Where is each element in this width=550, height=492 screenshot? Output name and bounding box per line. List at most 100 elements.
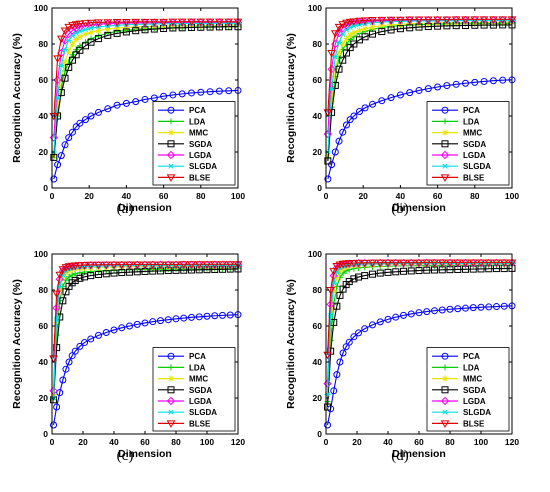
data-point-mmc: [188, 263, 195, 270]
data-point-lda: [88, 35, 95, 42]
legend-marker: [441, 352, 449, 360]
data-point-blse: [187, 18, 196, 27]
chart-panel-4: 0 20 40 60 80 100 120 0 20 40 60 80 100 Dimension Reco…: [285, 249, 519, 464]
data-point-pca: [65, 358, 73, 366]
data-point-blse: [225, 261, 235, 269]
legend-marker: [442, 118, 448, 125]
data-point-mmc: [88, 29, 95, 36]
legend-entry-lda: LDA: [432, 363, 480, 372]
data-point-blse: [414, 259, 424, 268]
data-point-sgda: [104, 31, 112, 39]
data-point-blse: [177, 18, 187, 27]
legend-entry-pca: PCA: [432, 106, 480, 115]
data-point-sgda: [350, 275, 358, 283]
data-point-blse: [117, 261, 127, 270]
x-axis-label: Dimension: [392, 448, 446, 460]
data-point-slgda: [336, 39, 343, 45]
data-point-blse: [492, 259, 501, 267]
x-axis-label: Dimension: [118, 202, 172, 214]
data-point-sgda: [113, 29, 121, 37]
x-tick-label: 100: [505, 191, 519, 201]
legend-marker: [440, 150, 450, 160]
data-point-blse: [377, 16, 387, 25]
data-point-pca: [169, 91, 177, 99]
data-point-blse: [329, 268, 339, 276]
data-point-mmc: [165, 263, 172, 270]
data-point-sgda: [392, 268, 400, 276]
data-point-mmc: [339, 41, 346, 47]
data-point-pca: [62, 365, 70, 373]
legend-entry-pca: PCA: [158, 352, 206, 361]
legend-label: PCA: [189, 352, 206, 361]
axes-frame: [51, 7, 239, 189]
data-point-sgda: [376, 269, 384, 277]
data-point-sgda: [350, 40, 358, 48]
legend-marker: [440, 174, 450, 182]
data-point-mmc: [423, 261, 430, 268]
data-point-blse: [122, 19, 131, 27]
data-point-pca: [172, 315, 180, 323]
data-point-blse: [60, 27, 70, 35]
data-point-blse: [148, 261, 158, 269]
data-point-mmc: [369, 261, 376, 268]
data-point-sgda: [76, 274, 84, 282]
legend: PCA LDA MMC SGDA LGDA SLGDA BLSE: [426, 347, 510, 432]
data-point-sgda: [369, 30, 376, 38]
data-point-mmc: [347, 32, 354, 38]
data-point-lgda: [68, 26, 77, 35]
data-point-sgda: [203, 266, 211, 274]
legend-label: SLGDA: [189, 162, 217, 171]
data-point-pca: [331, 148, 339, 156]
data-point-blse: [125, 261, 134, 269]
data-point-mmc: [336, 268, 343, 275]
data-point-pca: [226, 311, 234, 319]
data-point-blse: [360, 259, 370, 268]
data-point-blse: [75, 20, 85, 29]
x-tick-label: 40: [122, 191, 132, 201]
data-point-pca: [68, 128, 76, 136]
data-point-slgda: [54, 95, 61, 101]
data-point-pca: [378, 97, 386, 105]
data-point-blse: [383, 259, 393, 268]
legend-entry-sgda: SGDA: [432, 386, 486, 395]
legend-entry-pca: PCA: [432, 352, 480, 361]
series-line-pca: [327, 305, 513, 426]
series-pca: [50, 86, 242, 183]
data-point-slgda: [62, 46, 69, 52]
data-point-mmc: [82, 31, 89, 38]
data-point-blse: [196, 18, 206, 27]
data-point-blse: [360, 17, 370, 25]
data-point-mmc: [328, 98, 335, 105]
data-point-pca: [324, 421, 332, 429]
data-point-pca: [493, 303, 500, 311]
data-point-blse: [499, 259, 509, 267]
data-point-mmc: [355, 262, 362, 269]
data-point-pca: [50, 421, 58, 429]
series-pca: [324, 76, 516, 183]
legend-marker: [168, 375, 174, 382]
x-tick-label: 20: [358, 191, 368, 201]
data-point-sgda: [118, 269, 126, 277]
data-point-blse: [414, 16, 424, 25]
data-point-mmc: [336, 50, 343, 56]
data-point-sgda: [361, 33, 369, 41]
data-point-sgda: [59, 297, 67, 305]
series-blse: [323, 259, 517, 360]
y-tick-label: 40: [313, 357, 323, 367]
data-point-pca: [330, 387, 338, 395]
data-point-blse: [368, 17, 377, 25]
data-point-pca: [345, 338, 353, 346]
data-point-blse: [52, 290, 62, 299]
data-point-blse: [80, 261, 89, 270]
data-point-lgda: [338, 23, 347, 33]
data-point-mmc: [416, 261, 422, 268]
data-point-blse: [470, 16, 480, 24]
data-point-sgda: [72, 51, 80, 59]
data-point-pca: [178, 90, 186, 98]
y-tick-label: 60: [313, 321, 323, 331]
data-point-blse: [476, 259, 486, 267]
legend-entry-slgda: SLGDA: [158, 408, 217, 417]
x-tick-label: 100: [474, 437, 488, 447]
data-point-pca: [438, 306, 446, 314]
data-point-pca: [197, 88, 205, 96]
